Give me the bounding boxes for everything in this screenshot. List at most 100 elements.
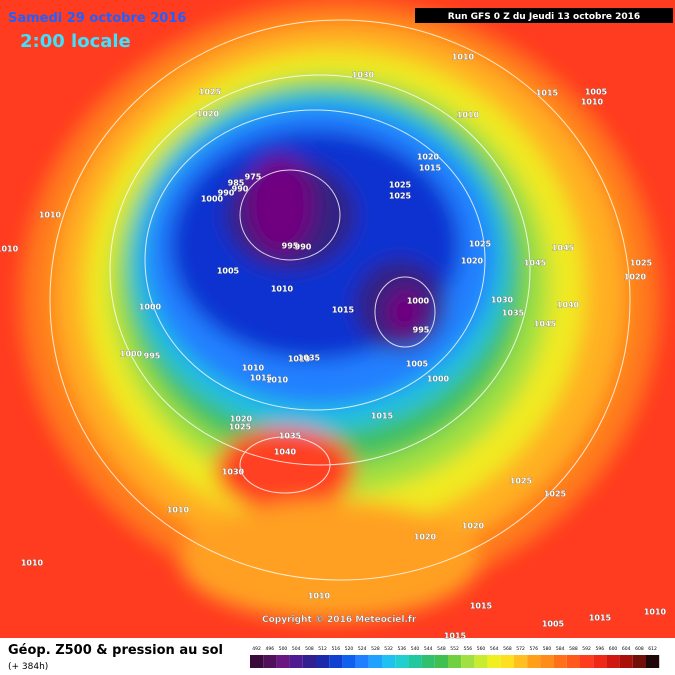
isobar-label: 990 <box>295 243 312 252</box>
scale-label: 496 <box>266 646 275 652</box>
lead: (+ 384h) <box>8 662 48 672</box>
scale-swatch <box>368 655 382 668</box>
scale-label: 532 <box>384 646 393 652</box>
isobar-label: 1010 <box>167 506 190 515</box>
scale-label: 580 <box>543 646 552 652</box>
isobar-label: 1015 <box>250 374 273 383</box>
scale-swatch <box>382 655 396 668</box>
scale-label: 600 <box>609 646 618 652</box>
isobar-label: 1015 <box>332 306 355 315</box>
scale-label: 516 <box>332 646 341 652</box>
scale-label: 508 <box>305 646 314 652</box>
scale-label: 584 <box>556 646 565 652</box>
isobar-label: 1045 <box>552 244 575 253</box>
scale-label: 504 <box>292 646 301 652</box>
isobar-label: 1025 <box>510 477 533 486</box>
scale-swatch <box>514 655 528 668</box>
scale-label: 552 <box>450 646 459 652</box>
isobar-label: 1020 <box>417 153 440 162</box>
isobar-label: 1020 <box>461 257 484 266</box>
scale-swatch <box>408 655 422 668</box>
isobar-label: 1010 <box>242 364 265 373</box>
isobar-label: 1035 <box>298 354 321 363</box>
scale-swatch <box>329 655 343 668</box>
scale-label: 524 <box>358 646 367 652</box>
copyright: Copyright © 2016 Meteociel.fr <box>262 615 417 625</box>
scale-swatch <box>355 655 369 668</box>
scale-swatch <box>500 655 514 668</box>
color-scale: 492 496 500 504 508 512 516 520 524 528 532 536 540 5… <box>250 646 660 668</box>
scale-label: 520 <box>345 646 354 652</box>
scale-swatch <box>421 655 435 668</box>
isobar-label: 1020 <box>230 415 253 424</box>
isobar-label: 1010 <box>581 98 604 107</box>
scale-label: 560 <box>477 646 486 652</box>
scale-label: 568 <box>503 646 512 652</box>
isobar-label: 1040 <box>274 448 297 457</box>
isobar-label: 1000 <box>407 297 430 306</box>
isobar-label: 1010 <box>452 53 475 62</box>
scale-swatch <box>395 655 409 668</box>
isobar-label: 995 <box>413 326 430 335</box>
scale-swatch <box>593 655 607 668</box>
scale-swatch <box>342 655 356 668</box>
map <box>0 0 675 638</box>
scale-label: 576 <box>530 646 539 652</box>
isobar-label: 1025 <box>199 88 222 97</box>
scale-label: 608 <box>635 646 644 652</box>
scale-swatch <box>646 655 660 668</box>
isobar-label: 1010 <box>39 211 62 220</box>
isobar-label: 1025 <box>469 240 492 249</box>
scale-label: 564 <box>490 646 499 652</box>
scale-label: 492 <box>252 646 261 652</box>
isobar-label: 1000 <box>139 303 162 312</box>
scale-label: 612 <box>648 646 657 652</box>
scale-swatch <box>487 655 501 668</box>
isobar-label: 1015 <box>371 412 394 421</box>
isobar-label: 1020 <box>462 522 485 531</box>
isobar-label: 1010 <box>271 285 294 294</box>
isobar-label: 1015 <box>444 632 467 641</box>
scale-label: 548 <box>437 646 446 652</box>
run-box <box>415 8 673 23</box>
isobar-label: 1005 <box>217 267 240 276</box>
isobar-label: 1000 <box>120 350 143 359</box>
scale-label: 536 <box>398 646 407 652</box>
date: Samedi 29 octobre 2016 <box>8 11 186 26</box>
isobar-label: 1045 <box>534 320 557 329</box>
isobar-label: 995 <box>144 352 161 361</box>
isobar-label: 1025 <box>389 181 412 190</box>
isobar-label: 1030 <box>352 71 375 80</box>
scale-label: 540 <box>411 646 420 652</box>
scale-swatch <box>632 655 646 668</box>
isobar-label: 1040 <box>557 301 580 310</box>
isobar-label: 1025 <box>630 259 653 268</box>
scale-label: 544 <box>424 646 433 652</box>
run: Run GFS 0 Z du Jeudi 13 octobre 2016 <box>448 12 640 22</box>
isobar-label: 1015 <box>589 614 612 623</box>
scale-swatch <box>540 655 554 668</box>
isobar-label: 1000 <box>201 195 224 204</box>
isobar-label: 1005 <box>585 88 608 97</box>
isobar-label: 990 <box>218 189 235 198</box>
scale-swatch <box>566 655 580 668</box>
isobar-label: 1005 <box>542 620 565 629</box>
isobar-label: 1025 <box>389 192 412 201</box>
scale-label: 604 <box>622 646 631 652</box>
isobar-label: 1020 <box>624 273 647 282</box>
isobar-label: 1030 <box>491 296 514 305</box>
isobar-label: 1030 <box>222 468 245 477</box>
scale-swatch <box>289 655 303 668</box>
scale-label: 500 <box>279 646 288 652</box>
isobar-label: 1035 <box>502 309 525 318</box>
scale-label: 512 <box>318 646 327 652</box>
scale-label: 588 <box>569 646 578 652</box>
scale-swatch <box>276 655 290 668</box>
scale-label: 596 <box>596 646 605 652</box>
isobar-label: 1025 <box>544 490 567 499</box>
scale-swatch <box>250 655 264 668</box>
isobar-label: 1015 <box>470 602 493 611</box>
isobar-label: 975 <box>245 173 262 182</box>
